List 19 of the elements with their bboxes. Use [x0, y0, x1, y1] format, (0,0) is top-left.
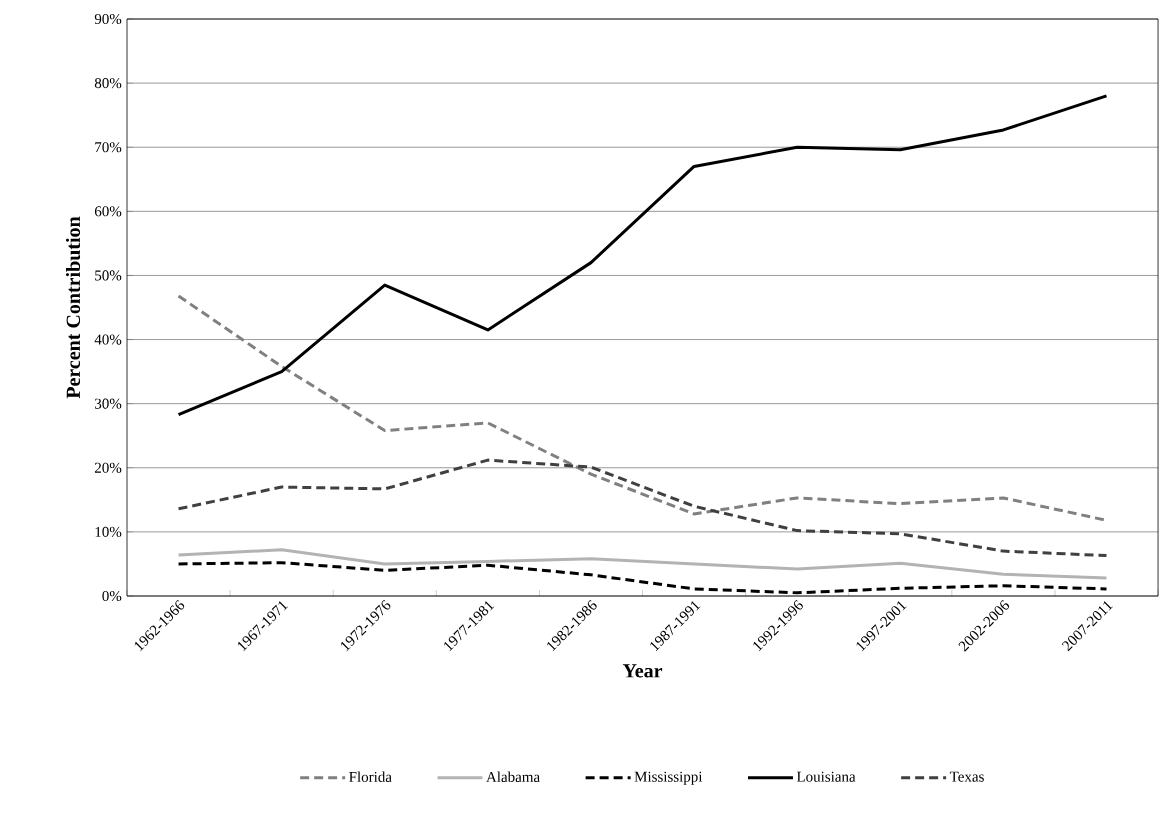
legend-label: Mississippi — [634, 771, 703, 785]
legend-label: Alabama — [486, 771, 540, 782]
y-tick-label: 50% — [95, 270, 122, 281]
y-tick-label: 80% — [94, 78, 122, 89]
line-series — [177, 94, 1108, 417]
y-tick-label: 40% — [94, 334, 122, 345]
y-tick-label: 0% — [102, 590, 122, 602]
legend-label: Florida — [349, 771, 392, 782]
y-tick-label: 70% — [95, 142, 122, 153]
y-axis-title: Percent Contribution — [65, 216, 81, 399]
line-series — [177, 458, 1108, 558]
y-tick-label: 60% — [94, 206, 122, 217]
y-tick-label: 90% — [94, 13, 122, 25]
x-axis-title: Year — [622, 664, 663, 678]
legend-label: Texas — [949, 771, 984, 782]
y-tick-label: 10% — [95, 526, 122, 537]
legend-label: Louisiana — [796, 771, 856, 782]
y-tick-label: 30% — [95, 398, 122, 409]
y-tick-label: 20% — [94, 462, 122, 473]
